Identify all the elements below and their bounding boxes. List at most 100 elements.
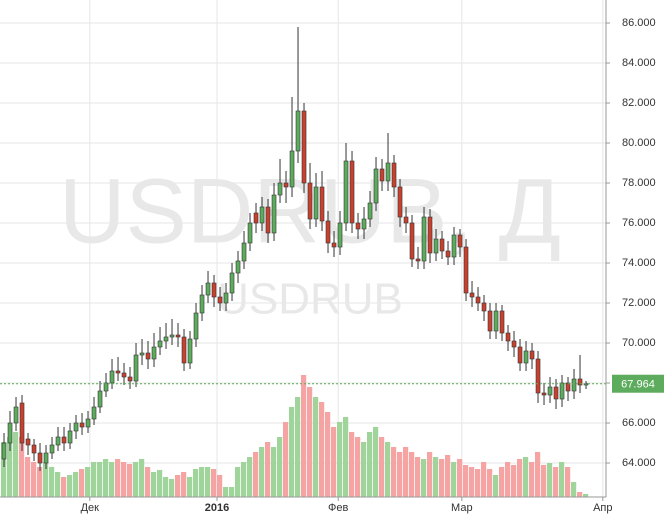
volume-bar	[169, 479, 175, 497]
volume-bar	[241, 462, 247, 497]
candle-body	[535, 358, 541, 394]
volume-bar	[577, 492, 583, 497]
candle-body	[37, 452, 43, 464]
candle-body	[55, 436, 61, 446]
volume-bar	[247, 457, 253, 497]
volume-bar	[259, 447, 265, 497]
y-tick-label: 64.000	[622, 457, 656, 469]
volume-bar	[133, 462, 139, 497]
volume-layer	[1, 375, 589, 497]
candle-body	[235, 260, 241, 274]
volume-bar	[229, 487, 235, 497]
volume-bar	[385, 442, 391, 497]
volume-bar	[187, 477, 193, 497]
y-tick-label: 86.000	[622, 17, 656, 29]
volume-bar	[289, 407, 295, 497]
volume-bar	[541, 465, 547, 497]
candle-body	[409, 222, 415, 260]
volume-bar	[505, 462, 511, 497]
volume-bar	[43, 462, 49, 497]
candle-body	[193, 312, 199, 340]
volume-bar	[235, 467, 241, 497]
candle-body	[517, 346, 523, 364]
last-price-box	[612, 374, 664, 393]
volume-bar	[91, 462, 97, 497]
candle-body	[13, 406, 19, 424]
y-tick-label: 78.000	[622, 177, 656, 189]
x-tick-label: 2016	[205, 502, 229, 514]
candle-body	[295, 110, 301, 152]
x-tick-label: Мар	[451, 502, 473, 514]
candle-body	[109, 370, 115, 384]
volume-bar	[31, 462, 37, 497]
candle-body	[289, 150, 295, 188]
volume-bar	[391, 447, 397, 497]
volume-bar	[319, 402, 325, 497]
candle-body	[445, 250, 451, 258]
candle-body	[133, 354, 139, 382]
volume-bar	[217, 475, 223, 497]
volume-bar	[343, 417, 349, 497]
volume-bar	[13, 432, 19, 497]
volume-bar	[295, 397, 301, 497]
volume-bar	[421, 459, 427, 497]
volume-bar	[49, 467, 55, 497]
candle-body	[157, 340, 163, 348]
candle-body	[391, 162, 397, 188]
candle-body	[121, 372, 127, 378]
candle-body	[19, 402, 25, 444]
y-tick-label: 72.000	[622, 297, 656, 309]
volume-bar	[37, 467, 43, 497]
volume-bar	[97, 462, 103, 497]
volume-bar	[121, 462, 127, 497]
volume-bar	[163, 477, 169, 497]
volume-bar	[25, 457, 31, 497]
volume-bar	[73, 472, 79, 497]
candle-body	[373, 168, 379, 204]
volume-bar	[565, 467, 571, 497]
candle-body	[229, 272, 235, 294]
candle-body	[169, 334, 175, 338]
volume-bar	[1, 442, 7, 497]
volume-bar	[67, 475, 73, 497]
y-tick-label: 80.000	[622, 137, 656, 149]
candle-body	[217, 296, 223, 304]
candle-body	[541, 392, 547, 396]
candle-layer	[0, 27, 606, 471]
candle-body	[85, 418, 91, 428]
y-tick-label: 70.000	[622, 337, 656, 349]
volume-bar	[181, 472, 187, 497]
candle-body	[559, 382, 565, 400]
candle-body	[481, 302, 487, 312]
candle-body	[49, 444, 55, 454]
y-tick-label: 66.000	[622, 417, 656, 429]
volume-bar	[127, 464, 133, 497]
volume-bar	[433, 457, 439, 497]
candle-body	[253, 212, 259, 224]
volume-bar	[535, 452, 541, 497]
candle-body	[73, 422, 79, 432]
y-tick-label: 82.000	[622, 97, 656, 109]
candle-body	[415, 258, 421, 262]
volume-bar	[529, 462, 535, 497]
volume-bar	[109, 462, 115, 497]
candle-body	[571, 378, 577, 392]
candle-body	[205, 282, 211, 296]
candle-body	[7, 422, 13, 444]
volume-bar	[139, 459, 145, 497]
candle-body	[283, 182, 289, 188]
volume-bar	[499, 467, 505, 497]
candle-body	[31, 444, 37, 454]
volume-bar	[403, 447, 409, 497]
volume-bar	[253, 452, 259, 497]
candle-body	[361, 218, 367, 230]
volume-bar	[469, 467, 475, 497]
volume-bar	[439, 459, 445, 497]
y-tick-label: 76.000	[622, 217, 656, 229]
volume-bar	[283, 422, 289, 497]
volume-bar	[523, 457, 529, 497]
candle-body	[223, 292, 229, 304]
volume-bar	[199, 467, 205, 497]
